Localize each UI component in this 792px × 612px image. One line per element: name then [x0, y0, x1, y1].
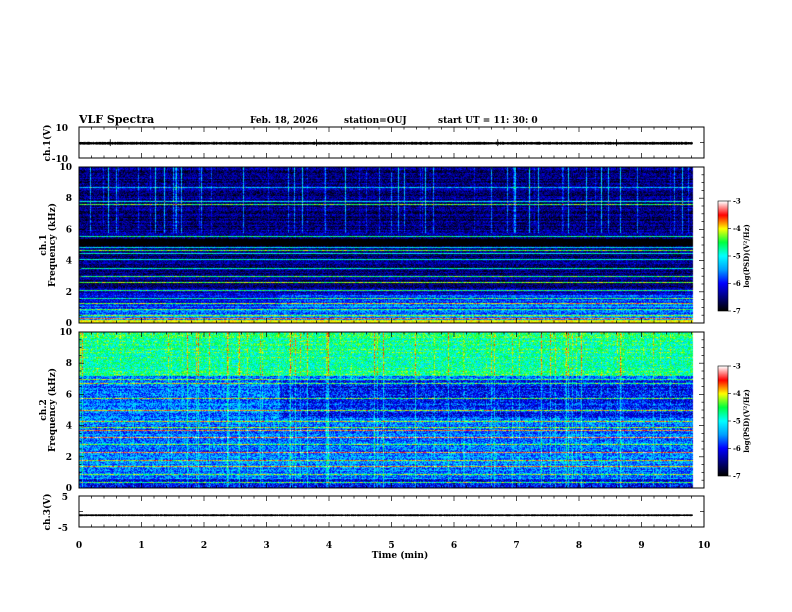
x-tick-label: 4 — [326, 541, 332, 551]
x-tick-label: 3 — [263, 541, 269, 551]
x-axis-tick-labels: 0 1 2 3 4 5 6 7 8 9 10 — [76, 541, 710, 551]
ch2-colorbar-tick-label: -7 — [733, 472, 741, 481]
ch2-colorbar-tick-label: -3 — [733, 362, 741, 371]
ch3-waveform-panel: 5 -5 ch.3(V) — [42, 493, 705, 534]
x-tick-label: 9 — [638, 541, 644, 551]
x-axis-label: Time (min) — [372, 550, 429, 561]
ch2-ytick-label: 6 — [66, 390, 72, 400]
ch1-ytick-top: 10 — [55, 124, 68, 134]
ch1-colorbar: -3 -4 -5 -6 -7 log(PSD)(V²/Hz) — [717, 197, 751, 316]
ch2-ytick-label: 8 — [66, 359, 72, 369]
ch2-ytick-label: 4 — [66, 422, 72, 432]
x-tick-label: 2 — [201, 541, 207, 551]
ch1-ytick-label: 4 — [66, 257, 72, 267]
ch3-waveform-ylabel: ch.3(V) — [42, 494, 53, 531]
ch1-colorbar-tick-label: -7 — [733, 307, 741, 316]
ch2-colorbar: -3 -4 -5 -6 -7 log(PSD)(V²/Hz) — [717, 362, 751, 481]
ch3-waveform-trace — [78, 514, 693, 517]
x-tick-label: 6 — [451, 541, 457, 551]
ch2-spectrogram-ylabel-channel: ch.2 — [39, 399, 49, 420]
ch1-ytick-label: 2 — [66, 288, 72, 298]
figure-date: Feb. 18, 2026 — [250, 116, 318, 126]
x-tick-label: 1 — [138, 541, 144, 551]
ch1-ytick-bottom: -10 — [52, 155, 68, 165]
ch2-colorbar-label: log(PSD)(V²/Hz) — [742, 389, 751, 453]
ch1-spectrogram-image — [79, 167, 704, 323]
ch3-ytick-bottom: -5 — [58, 524, 68, 534]
ch1-colorbar-tick-label: -5 — [733, 252, 741, 261]
ch2-spectrogram-panel: 10 8 6 4 2 0 ch.2 Frequency (kHz) -3 -4 -5 -6 -7 … — [39, 328, 751, 494]
ch1-spectrogram-panel: 10 8 6 4 2 0 ch.1 Frequency (kHz) -3 -4 -5 -6 -7 … — [39, 163, 751, 329]
ch1-colorbar-gradient — [718, 201, 728, 311]
ch2-ytick-label: 10 — [59, 328, 72, 338]
ch1-spectrogram-ylabel-channel: ch.1 — [39, 234, 49, 255]
ch1-colorbar-tick-label: -4 — [733, 224, 741, 233]
figure-start-ut: start UT = 11: 30: 0 — [438, 116, 538, 126]
x-tick-label: 7 — [513, 541, 519, 551]
ch2-colorbar-tick-label: -6 — [733, 444, 741, 453]
ch1-colorbar-label: log(PSD)(V²/Hz) — [742, 224, 751, 288]
ch2-ytick-label: 2 — [66, 453, 72, 463]
x-tick-label: 10 — [698, 541, 711, 551]
ch1-ytick-label: 10 — [59, 163, 72, 173]
ch3-ytick-top: 5 — [62, 493, 68, 503]
ch1-ytick-label: 6 — [66, 225, 72, 235]
x-tick-label: 5 — [388, 541, 394, 551]
ch1-ytick-label: 0 — [66, 319, 72, 329]
x-tick-label: 8 — [576, 541, 582, 551]
ch1-colorbar-tick-label: -6 — [733, 279, 741, 288]
figure-station: station=OUJ — [344, 116, 407, 126]
ch1-ytick-label: 8 — [66, 194, 72, 204]
ch2-ytick-label: 0 — [66, 484, 72, 494]
ch1-waveform-trace — [78, 141, 693, 145]
ch2-spectrogram-image — [79, 332, 704, 488]
ch2-colorbar-tick-label: -5 — [733, 417, 741, 426]
x-tick-label: 0 — [76, 541, 82, 551]
ch1-colorbar-tick-label: -3 — [733, 197, 741, 206]
ch2-spectrogram-ylabel-frequency: Frequency (kHz) — [47, 368, 58, 452]
ch1-waveform-panel: 10 -10 ch.1(V) — [42, 124, 705, 165]
figure-title: VLF Spectra — [78, 113, 154, 126]
ch2-colorbar-gradient — [718, 366, 728, 476]
ch2-colorbar-tick-label: -4 — [733, 389, 741, 398]
ch1-spectrogram-ylabel-frequency: Frequency (kHz) — [47, 203, 58, 287]
ch1-waveform-ylabel: ch.1(V) — [42, 125, 53, 162]
